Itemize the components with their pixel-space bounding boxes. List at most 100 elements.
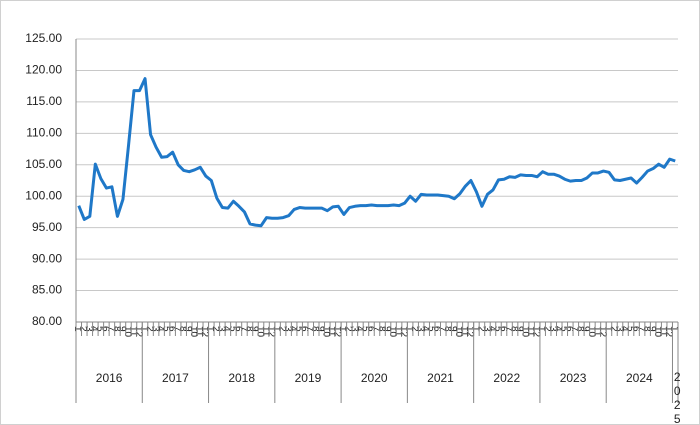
y-tick-label: 95.00 bbox=[32, 220, 62, 234]
y-tick-label: 90.00 bbox=[32, 251, 62, 265]
x-tick-label: 12 bbox=[332, 326, 343, 338]
x-tick-label: 5 bbox=[94, 326, 105, 332]
x-tick-label: 1 bbox=[72, 326, 83, 332]
x-tick-label: 7 bbox=[304, 326, 315, 332]
x-tick-label: 7 bbox=[238, 326, 249, 332]
x-tick-label: 6 bbox=[166, 326, 177, 332]
year-label: 2022 bbox=[493, 371, 521, 385]
y-tick-label: 105.00 bbox=[25, 157, 62, 171]
x-tick-label: 10 bbox=[453, 326, 464, 338]
x-tick-label: 4 bbox=[221, 326, 232, 332]
x-tick-label: 8 bbox=[243, 326, 254, 332]
y-tick-label: 80.00 bbox=[32, 314, 62, 328]
x-tick-label: 10 bbox=[387, 326, 398, 338]
x-tick-label: 11 bbox=[459, 326, 470, 337]
year-label: 2021 bbox=[427, 371, 454, 385]
x-tick-label: 6 bbox=[497, 326, 508, 332]
x-tick-label: 12 bbox=[531, 326, 542, 338]
x-tick-label: 6 bbox=[365, 326, 376, 332]
year-label: 2017 bbox=[162, 371, 189, 385]
x-tick-label: 4 bbox=[354, 326, 365, 332]
x-tick-label: 4 bbox=[486, 326, 497, 332]
x-tick-label: 8 bbox=[376, 326, 387, 332]
x-tick-label: 9 bbox=[647, 326, 658, 332]
x-tick-label: 7 bbox=[437, 326, 448, 332]
x-tick-label: 9 bbox=[116, 326, 127, 332]
x-tick-label: 3 bbox=[415, 326, 426, 332]
x-tick-label: 12 bbox=[597, 326, 608, 338]
x-tick-label: 9 bbox=[448, 326, 459, 332]
x-tick-label: 1 bbox=[602, 326, 613, 332]
x-tick-label: 8 bbox=[508, 326, 519, 332]
x-tick-label: 3 bbox=[348, 326, 359, 332]
x-tick-label: 10 bbox=[652, 326, 663, 338]
x-tick-label: 8 bbox=[575, 326, 586, 332]
x-tick-label: 2 bbox=[475, 326, 486, 332]
y-tick-label: 115.00 bbox=[26, 94, 62, 108]
x-tick-label: 5 bbox=[558, 326, 569, 332]
x-tick-label: 6 bbox=[630, 326, 641, 332]
x-tick-label: 10 bbox=[321, 326, 332, 338]
x-tick-label: 11 bbox=[392, 326, 403, 337]
x-tick-label: 8 bbox=[310, 326, 321, 332]
x-tick-label: 12 bbox=[663, 326, 674, 338]
x-tick-label: 12 bbox=[133, 326, 144, 338]
x-tick-label: 2 bbox=[144, 326, 155, 332]
x-tick-label: 1 bbox=[536, 326, 547, 332]
x-tick-label: 9 bbox=[183, 326, 194, 332]
x-tick-label: 12 bbox=[398, 326, 409, 338]
x-tick-label: 1 bbox=[138, 326, 149, 332]
x-tick-label: 1 bbox=[669, 326, 680, 332]
x-tick-label: 4 bbox=[155, 326, 166, 332]
x-tick-label: 11 bbox=[658, 326, 669, 337]
x-tick-label: 11 bbox=[591, 326, 602, 337]
x-tick-label: 5 bbox=[492, 326, 503, 332]
x-tick-label: 7 bbox=[172, 326, 183, 332]
x-tick-label: 2 bbox=[343, 326, 354, 332]
x-tick-label: 7 bbox=[370, 326, 381, 332]
x-tick-label: 4 bbox=[420, 326, 431, 332]
x-tick-label: 1 bbox=[271, 326, 282, 332]
x-tick-label: 5 bbox=[624, 326, 635, 332]
x-tick-label: 3 bbox=[282, 326, 293, 332]
x-tick-label: 8 bbox=[442, 326, 453, 332]
y-tick-label: 85.00 bbox=[32, 283, 62, 297]
x-tick-label: 5 bbox=[293, 326, 304, 332]
year-label: 2016 bbox=[95, 371, 123, 385]
year-label: 2024 bbox=[625, 371, 653, 385]
x-tick-label: 10 bbox=[254, 326, 265, 338]
x-tick-label: 6 bbox=[564, 326, 575, 332]
x-tick-label: 2 bbox=[78, 326, 89, 332]
x-tick-label: 3 bbox=[149, 326, 160, 332]
x-tick-label: 10 bbox=[122, 326, 133, 338]
x-tick-label: 3 bbox=[481, 326, 492, 332]
x-tick-label: 1 bbox=[337, 326, 348, 332]
y-tick-label: 120.00 bbox=[25, 63, 62, 77]
year-label: 2018 bbox=[228, 371, 256, 385]
x-tick-label: 2 bbox=[608, 326, 619, 332]
x-tick-label: 9 bbox=[381, 326, 392, 332]
y-tick-label: 100.00 bbox=[25, 188, 62, 202]
x-tick-label: 12 bbox=[199, 326, 210, 338]
x-tick-label: 9 bbox=[315, 326, 326, 332]
x-tick-label: 7 bbox=[635, 326, 646, 332]
x-tick-label: 2 bbox=[409, 326, 420, 332]
x-tick-label: 3 bbox=[83, 326, 94, 332]
x-tick-label: 3 bbox=[547, 326, 558, 332]
x-tick-label: 5 bbox=[160, 326, 171, 332]
x-tick-label: 11 bbox=[326, 326, 337, 337]
x-tick-label: 3 bbox=[216, 326, 227, 332]
year-label: 2023 bbox=[559, 371, 587, 385]
x-tick-label: 1 bbox=[403, 326, 414, 332]
x-tick-label: 10 bbox=[519, 326, 530, 338]
x-tick-label: 2 bbox=[542, 326, 553, 332]
x-tick-label: 4 bbox=[553, 326, 564, 332]
x-tick-label: 11 bbox=[260, 326, 271, 337]
x-tick-label: 6 bbox=[431, 326, 442, 332]
x-tick-label: 8 bbox=[641, 326, 652, 332]
x-tick-label: 1 bbox=[205, 326, 216, 332]
year-label: 2020 bbox=[360, 371, 388, 385]
x-tick-label: 6 bbox=[299, 326, 310, 332]
